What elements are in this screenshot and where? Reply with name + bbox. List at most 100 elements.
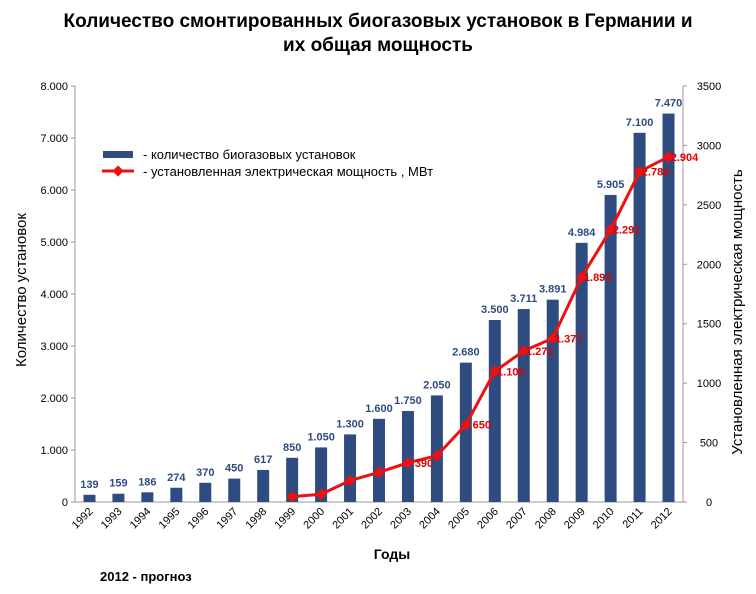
power-value-label: 2.904 [671,152,699,164]
y-tick-label-right: 2500 [697,200,721,212]
x-tick-label: 2009 [562,506,588,532]
x-tick-label: 1995 [157,506,183,532]
x-tick-label: 2005 [446,506,472,532]
y-tick-label-left: 3.000 [40,341,68,353]
bar-value-label: 7.470 [655,98,683,110]
x-tick-label: 2006 [475,506,501,532]
x-tick-label: 1998 [244,506,270,532]
power-line [292,155,670,499]
y-axis-right-title: Установленная электрическая мощность [729,169,746,455]
power-point-2008 [547,332,559,344]
bar-2010 [604,194,617,502]
power-point-2009 [576,271,588,283]
x-tick-label: 2002 [359,506,385,532]
bar-2006 [488,320,501,502]
y-tick-label-right: 1000 [697,378,721,390]
bar-1994 [141,492,154,502]
bar-value-label: 450 [225,463,243,475]
x-tick-label: 1996 [186,506,212,532]
bar-1995 [170,487,183,502]
power-point-2006 [489,365,501,377]
x-tick-label: 2011 [620,506,645,531]
power-point-2005 [460,419,472,431]
y-tick-label-left: 8.000 [40,81,68,93]
power-point-1999 [286,490,298,503]
bar-value-label: 2.050 [423,379,451,391]
bar-1996 [199,482,212,502]
x-tick-label: 1993 [99,506,125,532]
power-value-label: 1.100 [497,366,525,378]
legend-bar-label: - количество биогазовых установок [143,147,356,162]
bar-value-label: 5.905 [597,179,625,191]
y-tick-label-right: 3500 [697,81,721,93]
chart-title-line-2: их общая мощность [283,35,473,56]
bar-1998 [257,469,270,502]
bar-2007 [517,309,530,502]
power-point-2002 [373,466,385,478]
y-tick-label-left: 2.000 [40,393,68,405]
x-tick-label: 2004 [417,506,443,532]
x-tick-label: 1994 [128,506,154,532]
bar-2000 [315,447,328,502]
x-tick-label: 1992 [70,506,96,532]
power-point-2000 [315,488,327,500]
bar-1992 [83,494,96,502]
power-value-label: 1.377 [555,333,583,345]
power-value-label: 650 [473,420,491,432]
legend-line-marker [112,165,124,177]
bar-2009 [575,242,588,502]
bar-2005 [459,362,472,502]
bar-value-label: 3.891 [539,284,567,296]
x-tick-label: 2012 [649,506,675,532]
bar-value-label: 617 [254,454,272,466]
forecast-note: 2012 - прогноз [100,569,192,584]
bar-2001 [344,434,357,502]
x-tick-label: 1997 [215,506,241,532]
power-value-label: 1.893 [584,272,612,284]
x-tick-label: 1999 [272,506,298,532]
chart-title-line-1: Количество смонтированных биогазовых уст… [63,11,693,32]
power-value-label: 390 [415,458,433,470]
y-tick-label-right: 3000 [697,140,721,152]
y-tick-label-left: 5.000 [40,237,68,249]
bar-2003 [401,411,414,502]
x-tick-label: 2008 [533,506,559,532]
bar-1997 [228,478,241,502]
power-point-2012 [662,151,675,163]
y-tick-label-left: 6.000 [40,185,68,197]
y-tick-label-left: 1.000 [40,445,68,457]
bar-value-label: 186 [138,476,156,488]
y-tick-label-right: 2000 [697,259,721,271]
bar-value-label: 1.050 [307,431,335,443]
bar-value-label: 3.500 [481,304,509,316]
x-tick-label: 2001 [330,506,356,532]
y-tick-label-right: 1500 [697,319,721,331]
x-tick-label: 2007 [504,506,530,532]
x-tick-label: 2000 [301,506,327,532]
bar-2012 [662,113,675,502]
bar-value-label: 139 [80,479,98,491]
y-tick-label-right: 0 [706,497,712,509]
bar-2004 [430,395,443,502]
bar-1999 [286,457,299,502]
power-point-2001 [344,474,356,487]
bar-2008 [546,299,559,502]
chart-title: Количество смонтированных биогазовых уст… [0,10,756,58]
bar-value-label: 1.300 [336,418,364,430]
bar-value-label: 3.711 [510,293,537,305]
y-tick-label-left: 4.000 [40,289,68,301]
bar-2011 [633,132,646,503]
y-tick-label-left: 7.000 [40,133,68,145]
power-point-2003 [402,457,414,469]
bar-value-label: 850 [283,442,301,454]
bar-value-label: 4.984 [568,227,596,239]
bar-value-label: 7.100 [626,117,654,129]
power-point-2011 [633,165,646,178]
power-value-label: 1.271 [526,346,554,358]
power-value-label: 2.291 [613,225,641,237]
power-point-2004 [431,449,443,462]
x-axis-title: Годы [374,546,410,562]
bar-value-label: 274 [167,472,186,484]
x-tick-label: 2003 [388,506,414,532]
